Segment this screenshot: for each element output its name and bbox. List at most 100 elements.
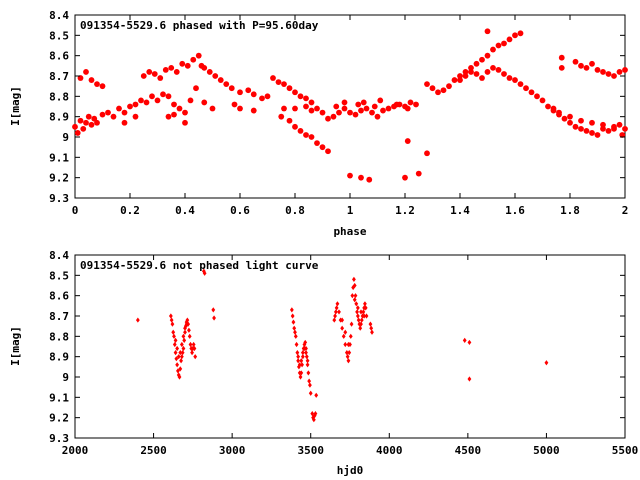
phased-data-point bbox=[534, 93, 540, 100]
phased-data-point bbox=[457, 77, 463, 83]
unphased-title: 091354-5529.6 not phased light curve bbox=[80, 259, 319, 272]
unphased-series bbox=[135, 268, 549, 423]
phased-data-point bbox=[286, 85, 293, 92]
unphased-data-point bbox=[358, 325, 363, 331]
phased-data-point bbox=[457, 73, 463, 79]
phased-data-point bbox=[297, 127, 304, 134]
phased-data-point bbox=[583, 64, 590, 71]
phased-data-point bbox=[377, 97, 384, 104]
unphased-data-point bbox=[182, 337, 187, 343]
phased-data-point bbox=[85, 113, 92, 120]
phased-data-point bbox=[490, 64, 496, 71]
unphased-data-point bbox=[363, 301, 367, 307]
unphased-data-point bbox=[295, 350, 300, 356]
phased-data-point bbox=[517, 81, 524, 88]
phased-data-point bbox=[347, 109, 353, 116]
unphased-data-point bbox=[370, 329, 374, 335]
phased-data-point bbox=[407, 99, 414, 106]
phased-data-point bbox=[479, 56, 485, 63]
phased-data-point bbox=[209, 105, 216, 112]
unphased-x-tick-label: 2500 bbox=[140, 444, 167, 457]
phased-data-point bbox=[157, 75, 164, 81]
phased-x-tick-label: 0.8 bbox=[285, 204, 305, 217]
phased-data-point bbox=[201, 64, 208, 71]
phased-data-point bbox=[429, 85, 436, 92]
phased-data-point bbox=[385, 105, 392, 112]
unphased-data-point bbox=[193, 354, 198, 360]
phased-data-point bbox=[105, 109, 111, 116]
unphased-data-point bbox=[293, 329, 297, 335]
phased-data-point bbox=[176, 105, 183, 112]
unphased-data-point bbox=[355, 305, 360, 311]
phased-data-point bbox=[435, 89, 441, 96]
unphased-data-point bbox=[296, 358, 301, 364]
phased-data-point bbox=[528, 89, 535, 96]
phased-data-point bbox=[622, 67, 628, 73]
unphased-data-point bbox=[344, 350, 349, 356]
unphased-data-point bbox=[179, 341, 184, 348]
phased-data-point bbox=[622, 125, 628, 132]
phased-data-point bbox=[88, 77, 95, 83]
unphased-data-point bbox=[135, 317, 140, 323]
phased-data-point bbox=[223, 81, 230, 88]
phased-data-point bbox=[402, 174, 408, 181]
phased-data-point bbox=[473, 71, 480, 77]
unphased-data-point bbox=[187, 333, 192, 339]
phased-data-point bbox=[605, 71, 612, 77]
unphased-y-axis: 8.4 8.5 8.6 8.7 8.8 8.9 9 9.1 9.2 9.3 bbox=[49, 249, 625, 445]
phased-data-point bbox=[165, 113, 172, 120]
phased-data-point bbox=[110, 113, 117, 120]
phased-data-point bbox=[572, 58, 579, 65]
unphased-data-point bbox=[348, 333, 353, 339]
unphased-data-point bbox=[349, 321, 354, 327]
unphased-data-point bbox=[183, 329, 187, 335]
unphased-data-point bbox=[178, 366, 183, 372]
phased-x-tick-label: 2 bbox=[622, 204, 629, 217]
phased-data-point bbox=[451, 77, 458, 83]
phased-data-point bbox=[217, 77, 224, 83]
unphased-x-tick-label: 3500 bbox=[297, 444, 324, 457]
unphased-data-point bbox=[346, 341, 351, 348]
unphased-x-tick-label: 5500 bbox=[612, 444, 639, 457]
unphased-data-point bbox=[462, 337, 467, 343]
phased-data-point bbox=[369, 109, 375, 116]
unphased-data-point bbox=[173, 337, 178, 343]
phased-data-point bbox=[404, 138, 411, 144]
phased-data-point bbox=[275, 79, 282, 85]
unphased-data-point bbox=[293, 333, 298, 339]
phased-x-axis: 0 0.2 0.4 0.6 0.8 1 1.2 1.4 1.6 1.8 2 bbox=[72, 15, 629, 217]
phased-data-point bbox=[292, 105, 298, 112]
unphased-data-point bbox=[302, 345, 307, 352]
phased-data-point bbox=[308, 99, 315, 106]
phased-data-point bbox=[358, 107, 364, 114]
unphased-y-tick-label: 9.3 bbox=[49, 432, 69, 445]
phased-data-point bbox=[165, 93, 172, 100]
phased-data-point bbox=[393, 101, 400, 108]
unphased-x-tick-label: 4500 bbox=[455, 444, 482, 457]
phased-data-point bbox=[440, 87, 447, 94]
phased-title: 091354-5529.6 phased with P=95.60day bbox=[80, 19, 319, 32]
phased-data-point bbox=[187, 97, 194, 104]
phased-data-point bbox=[374, 113, 381, 120]
phased-data-point bbox=[168, 64, 175, 71]
phased-y-tick-label: 8.4 bbox=[49, 9, 69, 22]
unphased-data-point bbox=[305, 362, 310, 368]
phased-data-point bbox=[250, 107, 257, 114]
unphased-x-tick-label: 5000 bbox=[533, 444, 560, 457]
phased-data-point bbox=[558, 54, 565, 61]
phased-data-point bbox=[94, 81, 100, 88]
phased-data-point bbox=[600, 121, 606, 128]
phased-data-point bbox=[72, 123, 78, 130]
phased-data-point bbox=[138, 97, 144, 104]
phased-data-point bbox=[424, 150, 430, 157]
phased-data-point bbox=[132, 101, 139, 108]
phased-data-point bbox=[341, 99, 348, 106]
unphased-data-point bbox=[341, 333, 346, 339]
unphased-data-point bbox=[185, 317, 190, 323]
unphased-x-tick-label: 4000 bbox=[376, 444, 403, 457]
phased-data-point bbox=[151, 71, 158, 77]
unphased-data-point bbox=[180, 350, 185, 356]
unphased-x-tick-label: 3000 bbox=[219, 444, 246, 457]
phased-data-point bbox=[143, 99, 150, 106]
unphased-data-point bbox=[187, 327, 191, 333]
